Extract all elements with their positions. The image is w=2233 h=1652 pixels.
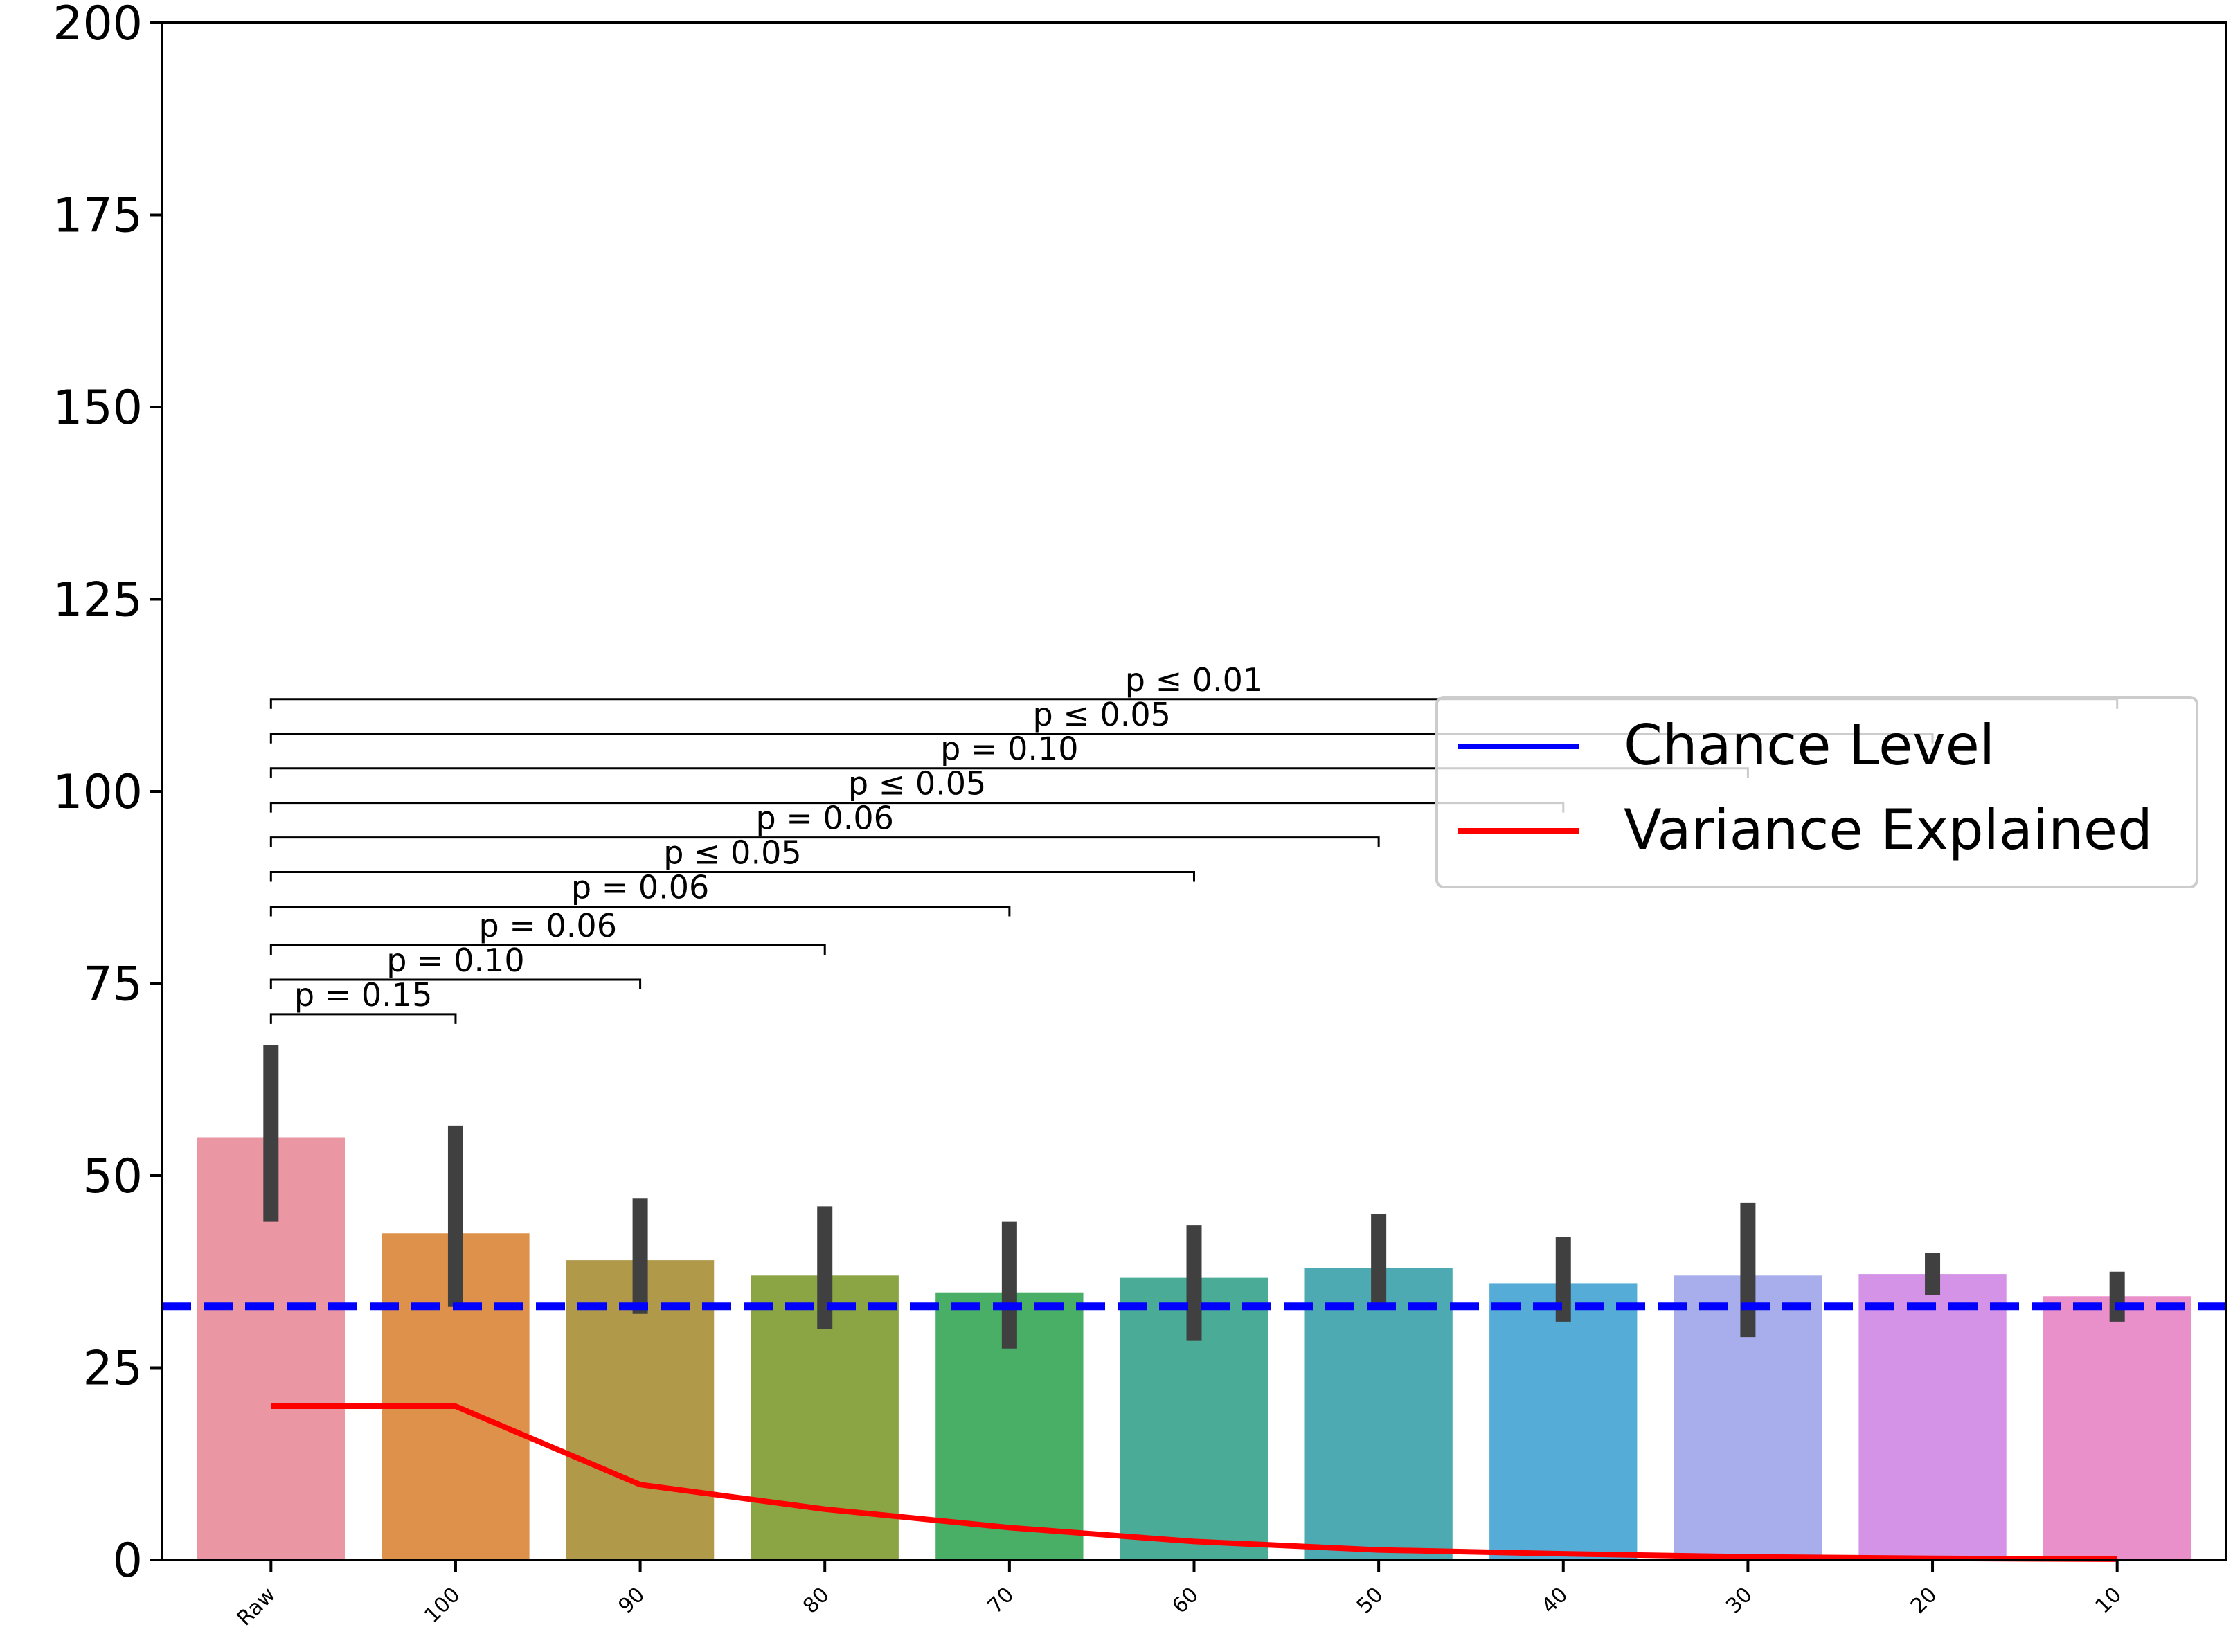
significance-label: p ≤ 0.05 [663, 834, 801, 872]
x-tick-label: 30 [1721, 1583, 1757, 1619]
y-tick-label: 25 [82, 1342, 143, 1397]
y-tick-label: 100 [53, 765, 143, 820]
significance-bracket [269, 906, 1011, 917]
significance-label: p = 0.06 [571, 869, 709, 906]
x-tick-label: Raw [233, 1583, 280, 1631]
bar-20 [1858, 1274, 2007, 1560]
significance-bracket [269, 978, 642, 989]
y-tick-label: 50 [82, 1149, 143, 1204]
x-tick-label: 60 [1167, 1583, 1203, 1619]
significance-brackets-layer: p = 0.15p = 0.10p = 0.06p = 0.06p ≤ 0.05… [269, 661, 2119, 1024]
significance-bracket [269, 944, 826, 955]
x-tick-label: 100 [420, 1583, 465, 1628]
significance-bracket [269, 1013, 457, 1024]
y-tick-label: 125 [53, 573, 143, 628]
x-tick-label: 80 [798, 1583, 834, 1619]
bars-layer [197, 1137, 2191, 1560]
significance-bracket [269, 836, 1380, 847]
x-tick-label: 90 [613, 1583, 649, 1619]
x-tick-label: 50 [1352, 1583, 1388, 1619]
lines-layer [162, 1302, 2226, 1562]
significance-bracket [269, 871, 1195, 882]
legend-label: Chance Level [1624, 713, 1995, 778]
y-tick-label: 0 [113, 1534, 143, 1588]
y-tick-label: 150 [53, 381, 143, 436]
bar-10 [2043, 1296, 2191, 1560]
significance-label: p = 0.06 [756, 800, 894, 837]
legend-label: Variance Explained [1624, 798, 2153, 862]
y-tick-label: 75 [82, 958, 143, 1012]
y-tick-label: 200 [53, 0, 143, 51]
significance-label: p ≤ 0.05 [848, 765, 986, 802]
bar-50 [1304, 1268, 1453, 1560]
x-tick-label: 40 [1537, 1583, 1573, 1619]
significance-label: p = 0.10 [386, 942, 524, 979]
y-tick-label: 175 [53, 189, 143, 244]
bar-40 [1489, 1283, 1638, 1560]
significance-label: p ≤ 0.01 [1125, 661, 1263, 699]
x-tick-label: 70 [983, 1583, 1019, 1619]
significance-label: p = 0.10 [940, 730, 1078, 768]
significance-bracket [269, 802, 1565, 813]
significance-label: p = 0.06 [479, 907, 617, 944]
x-tick-label: 20 [1906, 1583, 1942, 1619]
legend: Chance Level Variance Explained [1435, 696, 2198, 888]
legend-box [1435, 696, 2198, 888]
significance-label: p ≤ 0.05 [1032, 696, 1170, 733]
error-bars-layer [263, 1045, 2125, 1349]
variance-explained-line [271, 1403, 2117, 1562]
significance-label: p = 0.15 [294, 976, 432, 1014]
x-tick-label: 10 [2091, 1583, 2127, 1619]
